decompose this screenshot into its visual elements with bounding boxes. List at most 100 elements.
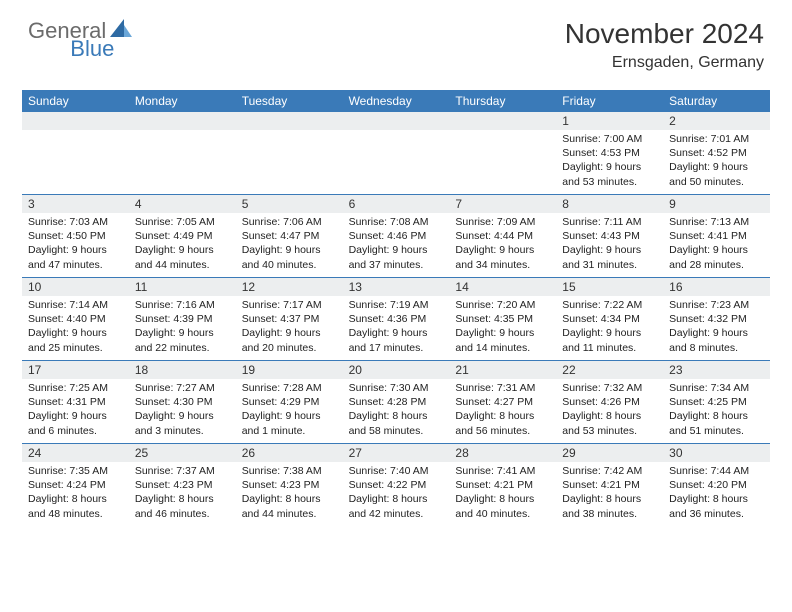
daylight-text: Daylight: 9 hours and 3 minutes.: [135, 409, 230, 437]
cell-content: Sunrise: 7:06 AMSunset: 4:47 PMDaylight:…: [236, 213, 343, 276]
day-number: 15: [556, 278, 663, 296]
sunrise-text: Sunrise: 7:31 AM: [455, 381, 550, 395]
day-number: 25: [129, 444, 236, 462]
cell-content: Sunrise: 7:25 AMSunset: 4:31 PMDaylight:…: [22, 379, 129, 442]
daylight-text: Daylight: 9 hours and 47 minutes.: [28, 243, 123, 271]
sunrise-text: Sunrise: 7:11 AM: [562, 215, 657, 229]
sunrise-text: Sunrise: 7:23 AM: [669, 298, 764, 312]
day-number: 26: [236, 444, 343, 462]
sunset-text: Sunset: 4:31 PM: [28, 395, 123, 409]
day-number: 22: [556, 361, 663, 379]
day-number: 27: [343, 444, 450, 462]
cell-content: [129, 130, 236, 136]
sunset-text: Sunset: 4:46 PM: [349, 229, 444, 243]
sunset-text: Sunset: 4:21 PM: [455, 478, 550, 492]
sunrise-text: Sunrise: 7:14 AM: [28, 298, 123, 312]
day-number: 9: [663, 195, 770, 213]
logo: General Blue: [28, 18, 180, 44]
calendar-cell: 1Sunrise: 7:00 AMSunset: 4:53 PMDaylight…: [556, 112, 663, 194]
cell-content: Sunrise: 7:38 AMSunset: 4:23 PMDaylight:…: [236, 462, 343, 525]
logo-text-blue: Blue: [70, 36, 114, 62]
sunrise-text: Sunrise: 7:20 AM: [455, 298, 550, 312]
calendar-cell: 15Sunrise: 7:22 AMSunset: 4:34 PMDayligh…: [556, 278, 663, 360]
sunrise-text: Sunrise: 7:28 AM: [242, 381, 337, 395]
day-number: 5: [236, 195, 343, 213]
sunset-text: Sunset: 4:43 PM: [562, 229, 657, 243]
calendar-cell: 14Sunrise: 7:20 AMSunset: 4:35 PMDayligh…: [449, 278, 556, 360]
sunset-text: Sunset: 4:20 PM: [669, 478, 764, 492]
sunset-text: Sunset: 4:23 PM: [242, 478, 337, 492]
calendar-cell: 18Sunrise: 7:27 AMSunset: 4:30 PMDayligh…: [129, 361, 236, 443]
cell-content: Sunrise: 7:42 AMSunset: 4:21 PMDaylight:…: [556, 462, 663, 525]
daylight-text: Daylight: 8 hours and 53 minutes.: [562, 409, 657, 437]
daylight-text: Daylight: 9 hours and 28 minutes.: [669, 243, 764, 271]
day-number: 6: [343, 195, 450, 213]
title-block: November 2024 Ernsgaden, Germany: [565, 18, 764, 72]
cell-content: Sunrise: 7:35 AMSunset: 4:24 PMDaylight:…: [22, 462, 129, 525]
cell-content: [449, 130, 556, 136]
cell-content: Sunrise: 7:40 AMSunset: 4:22 PMDaylight:…: [343, 462, 450, 525]
cell-content: Sunrise: 7:17 AMSunset: 4:37 PMDaylight:…: [236, 296, 343, 359]
daylight-text: Daylight: 8 hours and 44 minutes.: [242, 492, 337, 520]
daylight-text: Daylight: 8 hours and 56 minutes.: [455, 409, 550, 437]
day-number: 28: [449, 444, 556, 462]
sunset-text: Sunset: 4:34 PM: [562, 312, 657, 326]
day-number: 2: [663, 112, 770, 130]
cell-content: Sunrise: 7:20 AMSunset: 4:35 PMDaylight:…: [449, 296, 556, 359]
sunrise-text: Sunrise: 7:16 AM: [135, 298, 230, 312]
daylight-text: Daylight: 8 hours and 36 minutes.: [669, 492, 764, 520]
calendar-cell: 4Sunrise: 7:05 AMSunset: 4:49 PMDaylight…: [129, 195, 236, 277]
sunset-text: Sunset: 4:40 PM: [28, 312, 123, 326]
day-number: 8: [556, 195, 663, 213]
day-number: 1: [556, 112, 663, 130]
cell-content: Sunrise: 7:01 AMSunset: 4:52 PMDaylight:…: [663, 130, 770, 193]
cell-content: Sunrise: 7:09 AMSunset: 4:44 PMDaylight:…: [449, 213, 556, 276]
sunrise-text: Sunrise: 7:25 AM: [28, 381, 123, 395]
calendar-cell: [129, 112, 236, 194]
cell-content: Sunrise: 7:08 AMSunset: 4:46 PMDaylight:…: [343, 213, 450, 276]
daylight-text: Daylight: 9 hours and 53 minutes.: [562, 160, 657, 188]
day-number: 14: [449, 278, 556, 296]
sunrise-text: Sunrise: 7:42 AM: [562, 464, 657, 478]
cell-content: Sunrise: 7:31 AMSunset: 4:27 PMDaylight:…: [449, 379, 556, 442]
cell-content: Sunrise: 7:28 AMSunset: 4:29 PMDaylight:…: [236, 379, 343, 442]
sunrise-text: Sunrise: 7:37 AM: [135, 464, 230, 478]
cell-content: Sunrise: 7:44 AMSunset: 4:20 PMDaylight:…: [663, 462, 770, 525]
sunrise-text: Sunrise: 7:41 AM: [455, 464, 550, 478]
day-number: 12: [236, 278, 343, 296]
calendar-cell: 17Sunrise: 7:25 AMSunset: 4:31 PMDayligh…: [22, 361, 129, 443]
day-number: [236, 112, 343, 130]
daylight-text: Daylight: 9 hours and 6 minutes.: [28, 409, 123, 437]
calendar-cell: 8Sunrise: 7:11 AMSunset: 4:43 PMDaylight…: [556, 195, 663, 277]
day-header: Monday: [129, 90, 236, 112]
calendar-cell: 24Sunrise: 7:35 AMSunset: 4:24 PMDayligh…: [22, 444, 129, 526]
sunrise-text: Sunrise: 7:38 AM: [242, 464, 337, 478]
calendar-cell: 11Sunrise: 7:16 AMSunset: 4:39 PMDayligh…: [129, 278, 236, 360]
calendar-cell: 29Sunrise: 7:42 AMSunset: 4:21 PMDayligh…: [556, 444, 663, 526]
cell-content: Sunrise: 7:19 AMSunset: 4:36 PMDaylight:…: [343, 296, 450, 359]
daylight-text: Daylight: 9 hours and 34 minutes.: [455, 243, 550, 271]
sunset-text: Sunset: 4:29 PM: [242, 395, 337, 409]
daylight-text: Daylight: 9 hours and 22 minutes.: [135, 326, 230, 354]
calendar-cell: 10Sunrise: 7:14 AMSunset: 4:40 PMDayligh…: [22, 278, 129, 360]
day-headers-row: SundayMondayTuesdayWednesdayThursdayFrid…: [22, 90, 770, 112]
sunset-text: Sunset: 4:49 PM: [135, 229, 230, 243]
cell-content: [22, 130, 129, 136]
calendar-cell: 28Sunrise: 7:41 AMSunset: 4:21 PMDayligh…: [449, 444, 556, 526]
daylight-text: Daylight: 8 hours and 38 minutes.: [562, 492, 657, 520]
sunset-text: Sunset: 4:47 PM: [242, 229, 337, 243]
day-header: Tuesday: [236, 90, 343, 112]
day-number: 11: [129, 278, 236, 296]
daylight-text: Daylight: 8 hours and 42 minutes.: [349, 492, 444, 520]
day-header: Thursday: [449, 90, 556, 112]
calendar-cell: 5Sunrise: 7:06 AMSunset: 4:47 PMDaylight…: [236, 195, 343, 277]
sunset-text: Sunset: 4:41 PM: [669, 229, 764, 243]
day-number: 10: [22, 278, 129, 296]
cell-content: Sunrise: 7:11 AMSunset: 4:43 PMDaylight:…: [556, 213, 663, 276]
day-number: 29: [556, 444, 663, 462]
daylight-text: Daylight: 9 hours and 37 minutes.: [349, 243, 444, 271]
sunset-text: Sunset: 4:21 PM: [562, 478, 657, 492]
calendar-cell: 30Sunrise: 7:44 AMSunset: 4:20 PMDayligh…: [663, 444, 770, 526]
daylight-text: Daylight: 9 hours and 20 minutes.: [242, 326, 337, 354]
calendar-cell: 25Sunrise: 7:37 AMSunset: 4:23 PMDayligh…: [129, 444, 236, 526]
